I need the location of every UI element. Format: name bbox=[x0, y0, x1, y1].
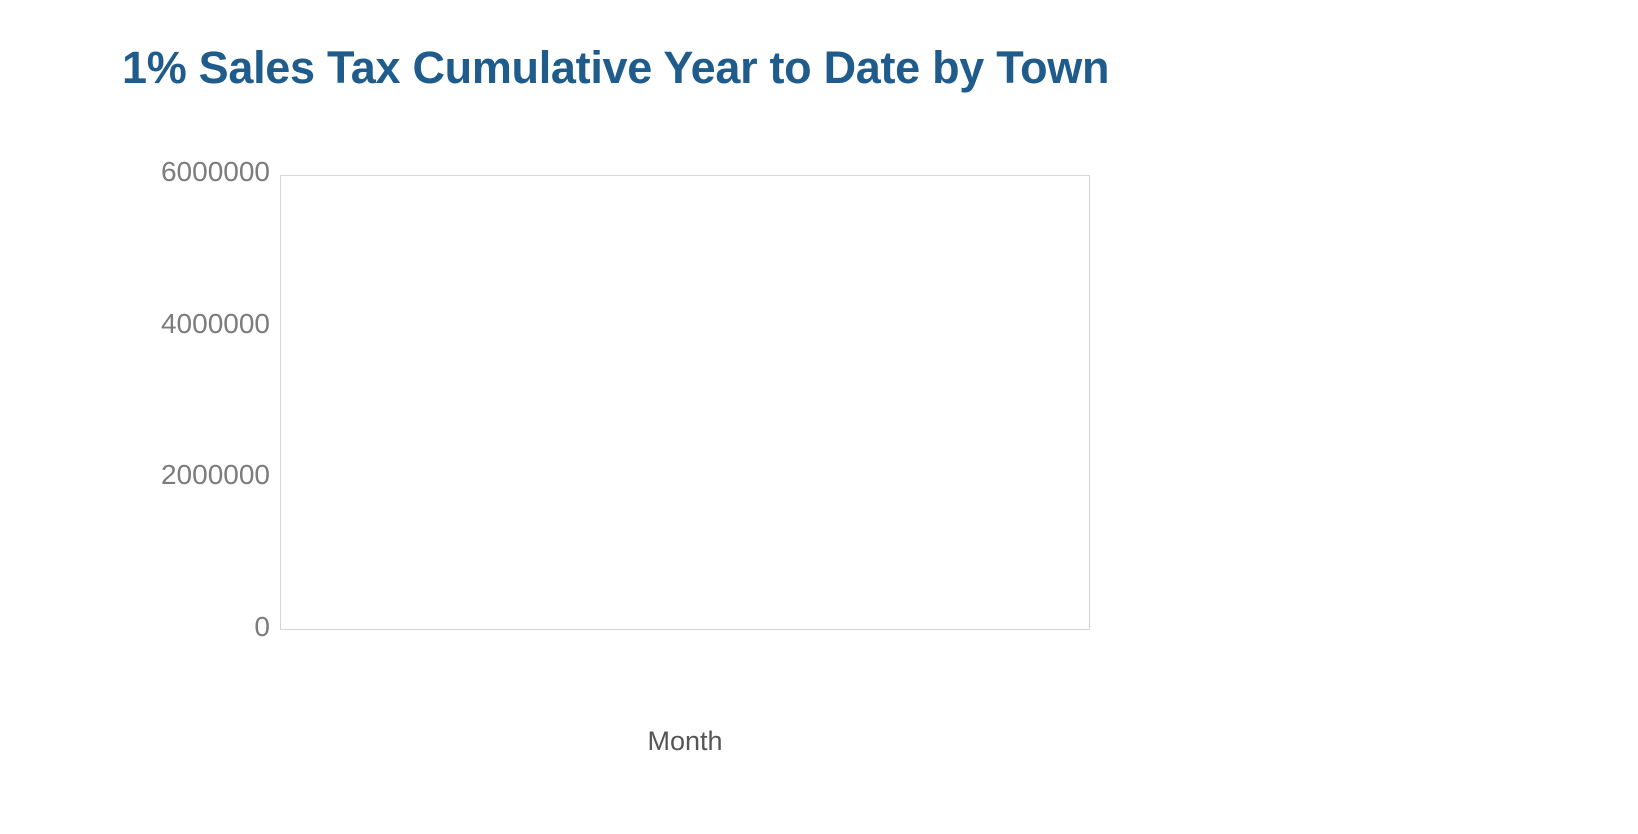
chart-legend bbox=[1160, 152, 1580, 712]
y-axis-tick-label: 4000000 bbox=[160, 307, 270, 339]
y-axis-tick-label: 0 bbox=[254, 611, 270, 642]
plot-area bbox=[280, 175, 1090, 630]
plot-frame bbox=[280, 175, 1090, 630]
legend-swatch-unlabeled bbox=[1160, 676, 1202, 690]
legend-item-unlabeled[interactable] bbox=[1160, 676, 1220, 696]
y-axis-tick-label: 2000000 bbox=[160, 459, 270, 491]
page-title: 1% Sales Tax Cumulative Year to Date by … bbox=[122, 42, 1110, 93]
y-axis-tick-label: 6000000 bbox=[160, 156, 270, 187]
y-axis-tick-labels: 0 2000000 4000000 6000000 bbox=[105, 156, 270, 642]
x-axis-tick-labels bbox=[280, 640, 1090, 686]
plot-svg bbox=[280, 175, 1090, 630]
x-axis-title: Month bbox=[647, 726, 723, 756]
